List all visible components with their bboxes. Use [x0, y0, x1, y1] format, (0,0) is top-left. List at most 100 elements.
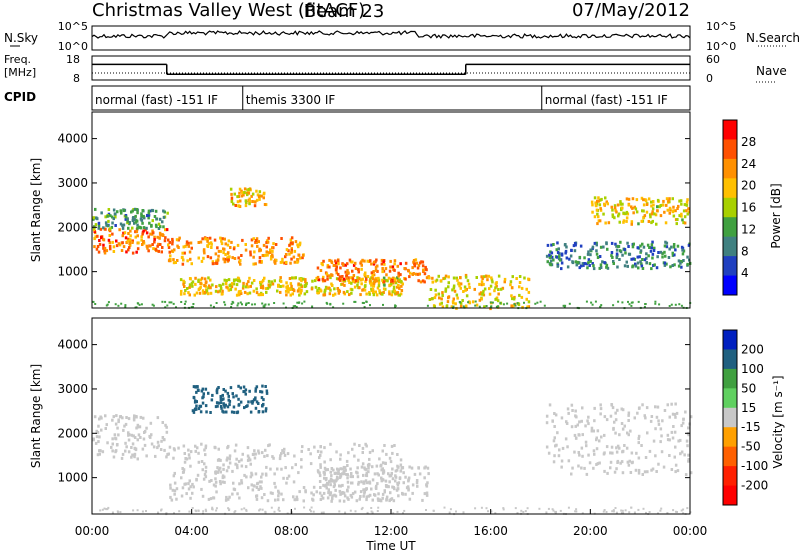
power-cell — [597, 199, 600, 203]
velocity-cell — [615, 446, 618, 450]
power-ground-cell — [215, 302, 218, 304]
power-cell — [172, 261, 176, 265]
power-ground-cell — [362, 302, 365, 304]
power-cell — [258, 190, 262, 194]
power-cell — [237, 290, 241, 294]
power-cell — [610, 251, 614, 254]
power-cell — [153, 238, 156, 242]
power-cell — [270, 280, 273, 284]
power-cell — [687, 243, 691, 247]
power-cell — [370, 271, 374, 275]
velocity-cell — [655, 415, 659, 419]
power-cell — [145, 226, 148, 230]
power-cell — [186, 259, 189, 263]
power-cell — [104, 215, 107, 219]
velocity-cell — [257, 402, 260, 405]
velocity-colorbar-swatch — [723, 427, 737, 448]
velocity-cell — [388, 456, 392, 460]
velocity-cell — [689, 415, 693, 419]
power-cell — [114, 224, 117, 227]
power-ground-cell — [658, 303, 661, 306]
velocity-cell — [255, 400, 259, 404]
velocity-cell — [240, 464, 244, 468]
power-cell — [199, 285, 202, 289]
velocity-cell — [216, 387, 219, 391]
velocity-cell — [233, 449, 237, 453]
power-cell — [290, 257, 293, 261]
velocity-cell — [570, 425, 574, 429]
velocity-cell — [551, 419, 554, 423]
velocity-cell — [385, 498, 388, 502]
velocity-cell — [232, 395, 235, 399]
power-cell — [388, 292, 391, 296]
power-cell — [575, 263, 578, 267]
power-cell — [293, 249, 297, 253]
power-cell — [647, 220, 651, 223]
power-cell — [123, 231, 127, 235]
velocity-cell — [316, 469, 320, 473]
velocity-cell — [115, 414, 118, 418]
power-cell — [518, 293, 521, 297]
velocity-cell — [329, 483, 332, 487]
velocity-cell — [573, 450, 576, 454]
power-cell — [221, 289, 224, 293]
velocity-cell — [599, 407, 603, 411]
velocity-cell — [603, 469, 606, 473]
velocity-ground-cell — [278, 510, 281, 512]
velocity-cell — [183, 460, 187, 464]
velocity-cell — [668, 454, 671, 457]
nsky-label: N.Sky — [4, 31, 38, 45]
velocity-cell — [124, 441, 127, 445]
power-cell — [464, 273, 468, 277]
velocity-cell — [609, 460, 613, 464]
power-cell — [511, 275, 514, 279]
velocity-cell — [332, 479, 335, 483]
power-cell — [255, 287, 258, 291]
velocity-cell — [271, 455, 274, 459]
velocity-ground-cell — [103, 507, 106, 510]
power-cell — [397, 271, 400, 275]
velocity-cell — [238, 482, 241, 486]
velocity-cell — [565, 420, 568, 424]
velocity-cell — [637, 468, 641, 472]
velocity-cell — [657, 422, 661, 426]
power-cell — [286, 287, 289, 291]
power-cell — [332, 293, 335, 297]
power-ground-cell — [94, 303, 97, 305]
power-cell — [311, 279, 314, 283]
power-cell — [119, 222, 123, 226]
velocity-cell — [274, 498, 277, 502]
velocity-ground-cell — [310, 506, 313, 509]
velocity-cell — [150, 442, 154, 446]
velocity-cell — [244, 392, 247, 396]
power-cell — [277, 284, 280, 288]
power-cell — [124, 236, 128, 240]
velocity-cell — [136, 423, 140, 427]
power-ylabel: Slant Range [km] — [29, 158, 43, 262]
velocity-cell — [219, 401, 223, 405]
velocity-cell — [228, 403, 231, 407]
power-cell — [214, 252, 218, 256]
velocity-cell — [202, 477, 206, 481]
velocity-cell — [253, 456, 257, 460]
power-cell — [141, 232, 144, 236]
velocity-ground-cell — [366, 511, 369, 514]
power-cell — [131, 251, 135, 255]
velocity-cell — [222, 388, 225, 391]
velocity-cell — [576, 423, 579, 427]
velocity-cell — [254, 406, 258, 410]
power-cell — [151, 219, 154, 223]
power-ground-cell — [523, 301, 525, 304]
power-cell — [421, 260, 425, 264]
velocity-cell — [307, 448, 310, 451]
power-cell — [324, 285, 328, 289]
velocity-cell — [228, 495, 231, 499]
velocity-cell — [338, 484, 341, 488]
velocity-cell — [684, 473, 688, 477]
velocity-cell — [302, 499, 305, 503]
power-cell — [582, 263, 585, 267]
cpid-segment-label-0: normal (fast) -151 IF — [95, 93, 218, 107]
power-cell — [293, 260, 297, 264]
velocity-cell — [250, 473, 254, 477]
